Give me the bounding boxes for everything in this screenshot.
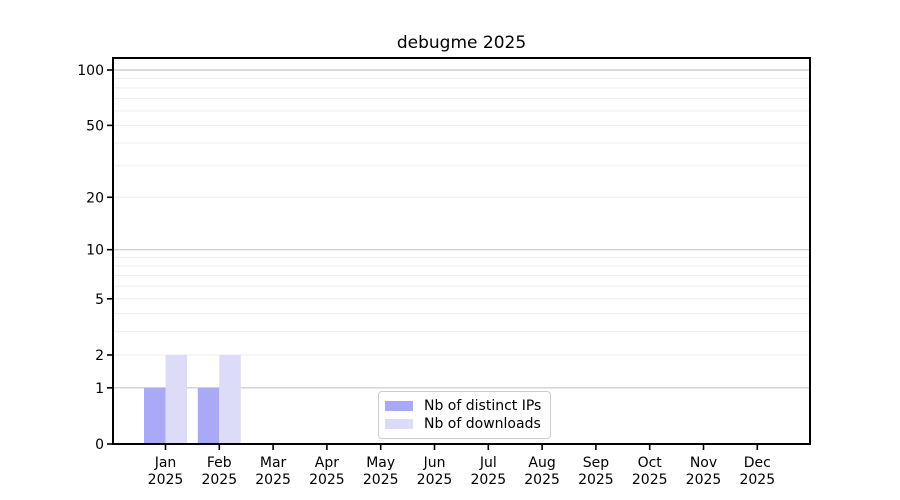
y-tick-label: 100 [77, 63, 104, 79]
x-tick-label-month: Dec [744, 455, 771, 471]
legend-label-distinct-ips: Nb of distinct IPs [424, 398, 542, 414]
x-tick-label-year: 2025 [363, 472, 399, 488]
x-tick-label-year: 2025 [578, 472, 614, 488]
chart-title: debugme 2025 [396, 33, 527, 53]
y-tick-label: 10 [86, 243, 104, 259]
x-tick-label-year: 2025 [255, 472, 291, 488]
legend: Nb of distinct IPs Nb of downloads [378, 391, 552, 439]
x-tick-label-year: 2025 [201, 472, 237, 488]
legend-item-distinct-ips: Nb of distinct IPs [385, 397, 541, 415]
x-tick-label-year: 2025 [148, 472, 184, 488]
x-tick-label-year: 2025 [309, 472, 345, 488]
bar-nb-of-distinct-ips-feb-2025 [197, 387, 220, 444]
legend-item-downloads: Nb of downloads [385, 415, 541, 433]
x-tick-label-month: Oct [638, 455, 663, 471]
legend-swatch-distinct-ips [385, 401, 413, 411]
x-tick-label-year: 2025 [524, 472, 560, 488]
y-tick-label: 50 [86, 118, 104, 134]
x-tick-label-month: Sep [583, 455, 610, 471]
x-tick-label-month: Jan [154, 455, 177, 471]
bar-nb-of-downloads-jan-2025 [165, 354, 187, 444]
x-tick-label-month: May [366, 455, 395, 471]
x-tick-label-year: 2025 [417, 472, 453, 488]
x-tick-label-year: 2025 [686, 472, 722, 488]
legend-label-downloads: Nb of downloads [424, 416, 541, 432]
x-tick-label-month: Jul [479, 455, 497, 471]
x-tick-label-year: 2025 [470, 472, 506, 488]
y-tick-label: 1 [95, 381, 104, 397]
legend-swatch-downloads [385, 419, 413, 429]
y-tick-label: 0 [95, 437, 104, 453]
x-tick-label-year: 2025 [632, 472, 668, 488]
x-tick-label-month: Jun [423, 455, 446, 471]
bar-nb-of-distinct-ips-jan-2025 [144, 387, 166, 444]
x-tick-label-month: Apr [315, 455, 339, 471]
bar-nb-of-downloads-feb-2025 [219, 354, 241, 444]
x-tick-label-month: Nov [690, 455, 717, 471]
plot-spines [112, 57, 811, 445]
x-tick-label-year: 2025 [739, 472, 775, 488]
x-tick-label-month: Aug [528, 455, 555, 471]
y-tick-label: 2 [95, 348, 104, 364]
y-tick-label: 5 [95, 292, 104, 308]
y-tick-label: 20 [86, 190, 104, 206]
x-tick-label-month: Mar [260, 455, 287, 471]
x-tick-label-month: Feb [207, 455, 232, 471]
